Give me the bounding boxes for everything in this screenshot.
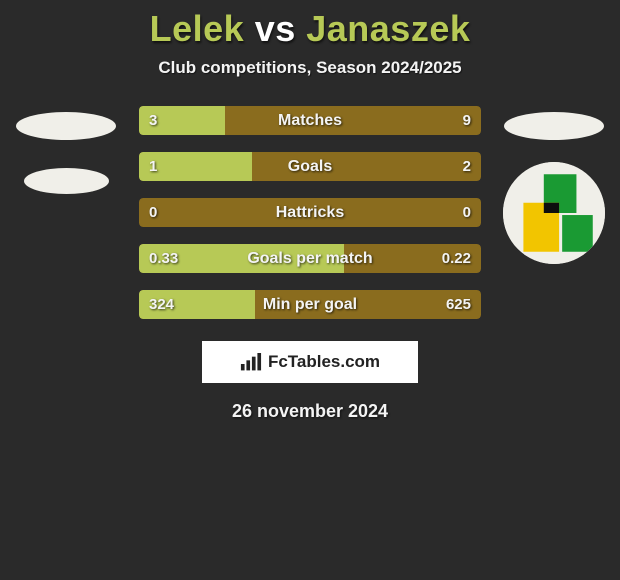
source-badge: FcTables.com	[202, 341, 418, 383]
stat-fill-left	[139, 244, 344, 273]
right-image-column	[499, 106, 609, 264]
date-text: 26 november 2024	[232, 401, 388, 422]
bars-icon	[240, 353, 262, 371]
subtitle: Club competitions, Season 2024/2025	[158, 58, 461, 78]
stat-fill-left	[139, 152, 252, 181]
stat-fill-left	[139, 106, 225, 135]
stat-fill-left	[139, 290, 255, 319]
player2-club-badge	[503, 162, 605, 264]
player1-club-placeholder	[24, 168, 109, 194]
title-vs: vs	[255, 8, 296, 49]
stat-row: 324Min per goal625	[139, 290, 481, 319]
main-row: 3Matches9 1Goals2 0Hattricks0 0.33Goals per…	[0, 106, 620, 319]
stat-row: 0.33Goals per match0.22	[139, 244, 481, 273]
player2-photo-placeholder	[504, 112, 604, 140]
stats-column: 3Matches9 1Goals2 0Hattricks0 0.33Goals per…	[139, 106, 481, 319]
title: Lelek vs Janaszek	[150, 8, 471, 50]
source-text: FcTables.com	[268, 352, 380, 372]
left-image-column	[11, 106, 121, 194]
title-player2: Janaszek	[306, 8, 470, 49]
stat-track	[139, 198, 481, 227]
stat-row: 3Matches9	[139, 106, 481, 135]
stat-row: 1Goals2	[139, 152, 481, 181]
stat-row: 0Hattricks0	[139, 198, 481, 227]
title-player1: Lelek	[150, 8, 245, 49]
player1-photo-placeholder	[16, 112, 116, 140]
comparison-card: Lelek vs Janaszek Club competitions, Sea…	[0, 0, 620, 422]
